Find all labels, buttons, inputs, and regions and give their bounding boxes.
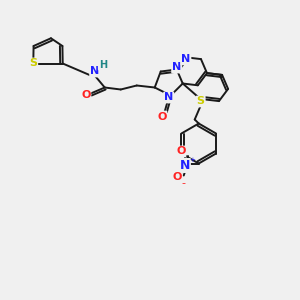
Text: N: N: [164, 92, 173, 103]
Text: N: N: [181, 54, 190, 64]
Text: N: N: [90, 67, 99, 76]
Text: O: O: [176, 146, 185, 157]
Text: O: O: [81, 89, 90, 100]
Text: O: O: [172, 172, 182, 182]
Text: +: +: [189, 158, 195, 164]
Text: N: N: [179, 159, 190, 172]
Text: H: H: [99, 59, 107, 70]
Text: S: S: [29, 58, 37, 68]
Text: -: -: [182, 178, 186, 188]
Text: S: S: [197, 97, 205, 106]
Text: N: N: [172, 62, 181, 73]
Text: O: O: [157, 112, 166, 122]
